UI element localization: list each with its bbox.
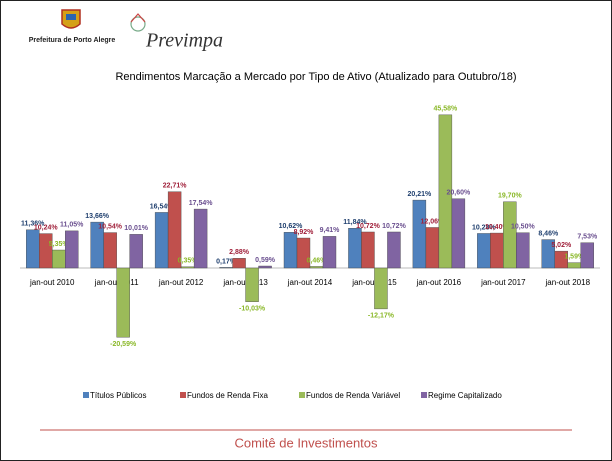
bar	[154, 212, 169, 269]
value-label: 11,36%	[21, 221, 45, 228]
bar	[65, 230, 79, 269]
legend-swatch	[421, 392, 427, 398]
bar	[52, 249, 66, 269]
legend-label: Títulos Públicos	[90, 391, 146, 400]
bar	[103, 232, 117, 269]
x-tick-label: jan-out 2010	[29, 278, 75, 287]
value-label: 10,40%	[485, 224, 510, 231]
legend-swatch	[180, 392, 186, 398]
bar	[438, 114, 453, 269]
x-tick-label: jan-out 2014	[287, 278, 333, 287]
value-label: 8,92%	[294, 229, 315, 236]
bar	[167, 191, 182, 269]
bar	[567, 262, 581, 269]
bar	[129, 234, 143, 269]
value-label: 10,01%	[124, 225, 149, 232]
value-label: 19,70%	[498, 193, 523, 200]
value-label: -20,59%	[110, 341, 137, 348]
bar	[490, 232, 504, 269]
x-tick-label: jan-out 2018	[545, 278, 591, 287]
bar	[516, 232, 530, 269]
value-label: 45,58%	[434, 106, 459, 113]
x-tick-label: jan-out 2012	[158, 278, 204, 287]
bar	[296, 237, 311, 269]
value-label: 1,59%	[564, 254, 585, 261]
value-label: 0,17%	[216, 258, 237, 265]
x-tick-label: jan-out 2013	[222, 278, 268, 287]
x-tick-label: jan-out 2011	[94, 278, 139, 287]
bar	[258, 265, 272, 269]
bar	[412, 199, 427, 269]
legend-swatch	[83, 392, 89, 398]
bar	[322, 236, 337, 269]
bar	[387, 231, 401, 269]
value-label: 5,35%	[49, 241, 70, 248]
value-label: 10,62%	[279, 223, 304, 230]
brand-icon	[130, 13, 146, 32]
value-label: 8,46%	[538, 230, 559, 237]
value-label: 5,02%	[551, 242, 572, 249]
legend-label: Fundos de Renda Fixa	[187, 391, 268, 400]
value-label: 11,84%	[343, 219, 367, 226]
value-label: 16,54%	[150, 203, 175, 210]
legend-label: Regime Capitalizado	[428, 391, 502, 400]
value-label: 22,71%	[163, 183, 188, 190]
value-label: 0,59%	[255, 257, 276, 264]
value-label: 10,24%	[34, 224, 59, 231]
x-tick-label: jan-out 2017	[480, 278, 526, 287]
value-label: 7,53%	[577, 234, 598, 241]
bar	[39, 233, 53, 269]
bar	[348, 228, 362, 269]
bar	[283, 232, 298, 269]
bar	[361, 231, 375, 269]
bar	[425, 227, 440, 269]
bar	[26, 229, 40, 269]
legend-swatch	[299, 392, 305, 398]
value-label: 0,35%	[178, 258, 199, 265]
value-label: 0,46%	[307, 257, 328, 264]
bar	[219, 267, 233, 269]
value-label: 20,21%	[408, 191, 433, 198]
value-label: -12,17%	[368, 313, 395, 320]
value-label: 9,41%	[320, 227, 341, 234]
value-label: 12,06%	[421, 218, 446, 225]
bar	[374, 267, 388, 310]
bar	[245, 267, 259, 302]
value-label: 13,66%	[85, 213, 110, 220]
bar	[503, 201, 517, 269]
bar	[232, 258, 246, 269]
value-label: 10,72%	[356, 223, 381, 230]
x-tick-label: jan-out 2016	[416, 278, 462, 287]
bar	[477, 233, 491, 269]
bar	[309, 266, 324, 269]
bar	[180, 266, 195, 269]
logo	[61, 9, 81, 29]
value-label: 11,05%	[60, 222, 84, 229]
bar	[451, 198, 466, 269]
value-label: 10,54%	[98, 223, 123, 230]
brand-name: Previmpa	[145, 30, 223, 52]
value-label: 10,28%	[472, 224, 497, 231]
legend-label: Fundos de Renda Variável	[306, 391, 400, 400]
footer-text: Comitê de Investimentos	[234, 435, 378, 450]
value-label: 20,60%	[447, 190, 472, 197]
value-label: 10,50%	[511, 224, 536, 231]
x-tick-label: jan-out 2015	[351, 278, 397, 287]
org-name: Prefeitura de Porto Alegre	[29, 37, 116, 44]
bar	[116, 267, 130, 338]
chart-title: Rendimentos Marcação a Mercado por Tipo …	[115, 71, 516, 83]
bar	[193, 208, 208, 269]
value-label: 10,72%	[382, 223, 407, 230]
value-label: -10,03%	[239, 306, 266, 313]
bar	[554, 250, 568, 269]
value-label: 2,88%	[229, 249, 250, 256]
value-label: 17,54%	[189, 200, 214, 207]
bar	[580, 242, 594, 269]
